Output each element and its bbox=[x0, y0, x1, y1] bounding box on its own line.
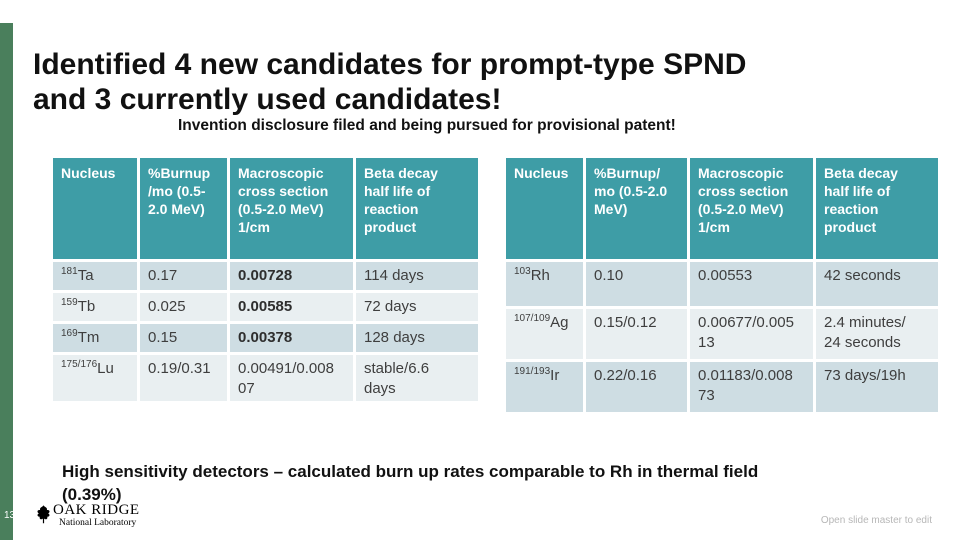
current-candidates-table: Nucleus %Burnup/ mo (0.5-2.0 MeV) Macros… bbox=[503, 155, 941, 415]
cell-half-life: 73 days/19h bbox=[816, 362, 938, 412]
cell-cross-section: 0.00553 bbox=[690, 262, 813, 306]
cell-nucleus: 107/109Ag bbox=[506, 309, 583, 359]
nucleus-mass-number: 191/193 bbox=[514, 366, 551, 377]
col-header-nucleus: Nucleus bbox=[53, 158, 137, 259]
table-row: 175/176Lu 0.19/0.31 0.00491/0.008 07 sta… bbox=[53, 355, 478, 401]
logo-sub-name: National Laboratory bbox=[59, 518, 137, 528]
cell-cross-section: 0.01183/0.008 73 bbox=[690, 362, 813, 412]
table-header-row: Nucleus %Burnup/ mo (0.5-2.0 MeV) Macros… bbox=[506, 158, 938, 259]
nucleus-mass-number: 181 bbox=[61, 266, 78, 277]
cell-cross-section: 0.00378 bbox=[230, 324, 353, 352]
nucleus-symbol: Ir bbox=[550, 367, 560, 384]
cell-nucleus: 159Tb bbox=[53, 293, 137, 321]
col-header-burnup: %Burnup/ mo (0.5-2.0 MeV) bbox=[586, 158, 687, 259]
table-row: 181Ta 0.17 0.00728 114 days bbox=[53, 262, 478, 290]
col-header-half-life: Beta decay half life of reaction product bbox=[816, 158, 938, 259]
col-header-cross-section: Macroscopic cross section (0.5-2.0 MeV) … bbox=[690, 158, 813, 259]
cell-burnup: 0.15/0.12 bbox=[586, 309, 687, 359]
table-row: 103Rh 0.10 0.00553 42 seconds bbox=[506, 262, 938, 306]
table-row: 169Tm 0.15 0.00378 128 days bbox=[53, 324, 478, 352]
table-row: 159Tb 0.025 0.00585 72 days bbox=[53, 293, 478, 321]
slide-accent-bar bbox=[0, 23, 13, 540]
cell-half-life: 128 days bbox=[356, 324, 478, 352]
oak-leaf-icon bbox=[36, 505, 51, 530]
cell-nucleus: 191/193Ir bbox=[506, 362, 583, 412]
cell-nucleus: 103Rh bbox=[506, 262, 583, 306]
cell-half-life: 72 days bbox=[356, 293, 478, 321]
nucleus-mass-number: 107/109 bbox=[514, 313, 551, 324]
cell-half-life: 42 seconds bbox=[816, 262, 938, 306]
col-header-nucleus: Nucleus bbox=[506, 158, 583, 259]
slide-title: Identified 4 new candidates for prompt-t… bbox=[33, 48, 747, 117]
nucleus-mass-number: 169 bbox=[61, 328, 78, 339]
new-candidates-table: Nucleus %Burnup /mo (0.5- 2.0 MeV) Macro… bbox=[50, 155, 481, 404]
table-row: 107/109Ag 0.15/0.12 0.00677/0.005 13 2.4… bbox=[506, 309, 938, 359]
nucleus-mass-number: 103 bbox=[514, 266, 531, 277]
cell-cross-section: 0.00728 bbox=[230, 262, 353, 290]
nucleus-mass-number: 159 bbox=[61, 297, 78, 308]
logo-org-name: OAK RIDGE bbox=[53, 502, 140, 518]
cell-nucleus: 169Tm bbox=[53, 324, 137, 352]
logo-text: OAK RIDGE National Laboratory bbox=[53, 503, 140, 529]
cell-cross-section: 0.00585 bbox=[230, 293, 353, 321]
nucleus-symbol: Tb bbox=[77, 298, 96, 315]
cell-nucleus: 181Ta bbox=[53, 262, 137, 290]
cell-half-life: 2.4 minutes/ 24 seconds bbox=[816, 309, 938, 359]
bottom-note: High sensitivity detectors – calculated … bbox=[62, 462, 759, 504]
table-header-row: Nucleus %Burnup /mo (0.5- 2.0 MeV) Macro… bbox=[53, 158, 478, 259]
oak-ridge-logo: OAK RIDGE National Laboratory bbox=[36, 503, 140, 530]
table-row: 191/193Ir 0.22/0.16 0.01183/0.008 73 73 … bbox=[506, 362, 938, 412]
cell-cross-section: 0.00491/0.008 07 bbox=[230, 355, 353, 401]
cell-burnup: 0.025 bbox=[140, 293, 227, 321]
col-header-burnup: %Burnup /mo (0.5- 2.0 MeV) bbox=[140, 158, 227, 259]
cell-burnup: 0.17 bbox=[140, 262, 227, 290]
nucleus-symbol: Ag bbox=[550, 314, 569, 331]
cell-burnup: 0.10 bbox=[586, 262, 687, 306]
nucleus-symbol: Ta bbox=[77, 267, 94, 284]
slide-master-hint[interactable]: Open slide master to edit bbox=[820, 515, 932, 526]
cell-nucleus: 175/176Lu bbox=[53, 355, 137, 401]
cell-cross-section: 0.00677/0.005 13 bbox=[690, 309, 813, 359]
nucleus-mass-number: 175/176 bbox=[61, 359, 98, 370]
cell-burnup: 0.15 bbox=[140, 324, 227, 352]
cell-half-life: 114 days bbox=[356, 262, 478, 290]
cell-burnup: 0.19/0.31 bbox=[140, 355, 227, 401]
col-header-cross-section: Macroscopic cross section (0.5-2.0 MeV) … bbox=[230, 158, 353, 259]
nucleus-symbol: Lu bbox=[97, 360, 114, 377]
cell-half-life: stable/6.6 days bbox=[356, 355, 478, 401]
nucleus-symbol: Tm bbox=[77, 329, 100, 346]
page-number: 13 bbox=[3, 510, 16, 521]
cell-burnup: 0.22/0.16 bbox=[586, 362, 687, 412]
col-header-half-life: Beta decay half life of reaction product bbox=[356, 158, 478, 259]
slide-subtitle: Invention disclosure filed and being pur… bbox=[178, 117, 676, 134]
nucleus-symbol: Rh bbox=[530, 267, 550, 284]
